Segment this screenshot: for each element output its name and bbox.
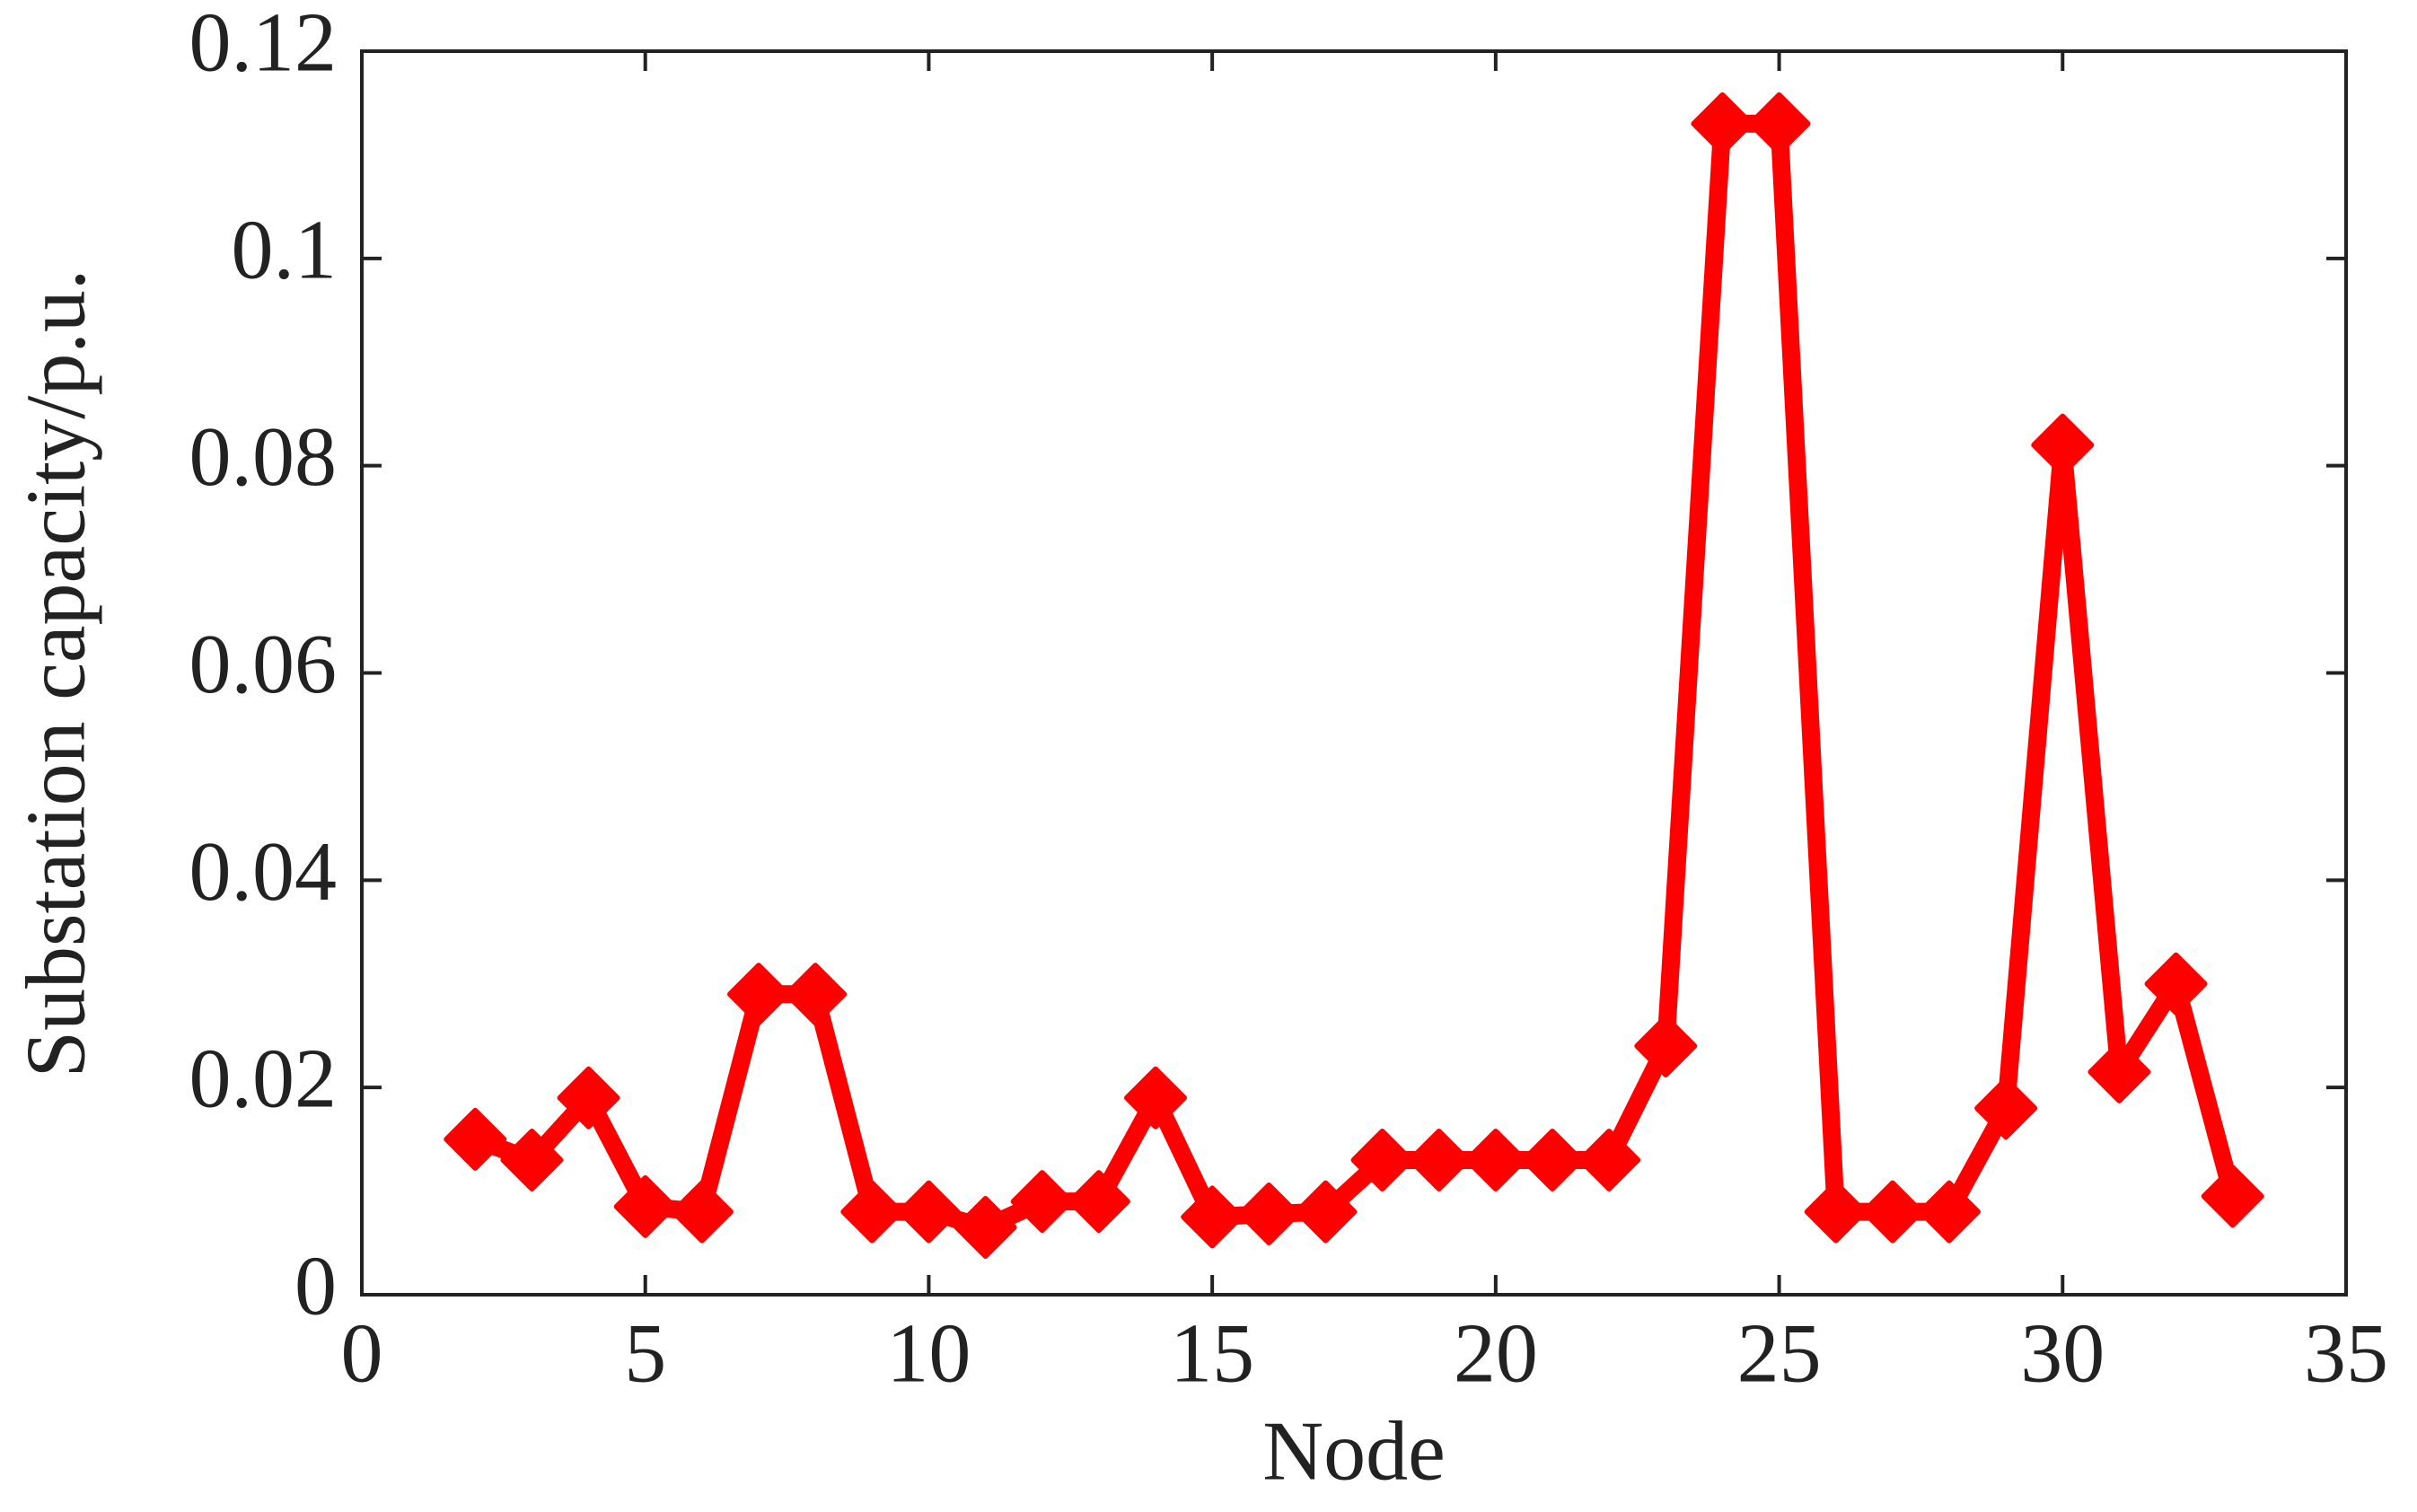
marker — [1974, 1077, 2038, 1140]
marker — [2201, 1165, 2264, 1228]
marker — [1237, 1182, 1301, 1245]
marker — [613, 1174, 677, 1238]
marker — [784, 963, 848, 1026]
marker — [1578, 1128, 1641, 1191]
x-tick-label: 5 — [624, 1307, 666, 1401]
marker — [897, 1180, 961, 1244]
series-line — [471, 114, 2242, 1236]
marker — [500, 1128, 564, 1191]
y-tick-label: 0.08 — [189, 410, 338, 504]
marker — [444, 1107, 507, 1171]
marker — [1521, 1128, 1584, 1191]
marker — [1124, 1066, 1187, 1130]
marker — [670, 1180, 734, 1244]
marker — [1067, 1170, 1130, 1234]
marker — [727, 963, 790, 1026]
x-tick-label: 10 — [886, 1307, 971, 1401]
x-tick-label: 0 — [341, 1307, 383, 1401]
marker — [1918, 1180, 1981, 1244]
x-tick-label: 20 — [1454, 1307, 1538, 1401]
x-tick-label: 30 — [2020, 1307, 2105, 1401]
marker — [2031, 413, 2095, 477]
marker — [840, 1180, 904, 1244]
marker — [2087, 1040, 2151, 1103]
marker — [1350, 1128, 1414, 1191]
marker — [1747, 92, 1811, 155]
y-tick-label: 0.02 — [189, 1033, 338, 1126]
x-tick-label: 35 — [2304, 1307, 2388, 1401]
marker — [1463, 1128, 1527, 1191]
marker — [1804, 1180, 1868, 1244]
marker — [954, 1195, 1017, 1259]
marker — [2144, 952, 2208, 1015]
y-tick-label: 0 — [294, 1240, 337, 1333]
y-tick-label: 0.1 — [232, 203, 338, 296]
y-tick-label: 0.06 — [189, 618, 338, 711]
marker — [1634, 1015, 1698, 1077]
marker — [1691, 92, 1754, 155]
marker — [1860, 1180, 1924, 1244]
y-tick-label: 0.12 — [189, 0, 338, 90]
x-tick-label: 15 — [1170, 1307, 1254, 1401]
y-tick-label: 0.04 — [189, 825, 338, 919]
y-axis-label: Substation capacity/p.u. — [10, 269, 103, 1078]
marker — [1010, 1170, 1074, 1234]
x-tick-label: 25 — [1737, 1307, 1822, 1401]
marker — [1294, 1180, 1358, 1244]
marker — [1407, 1128, 1471, 1191]
marker — [557, 1066, 620, 1130]
marker — [1181, 1185, 1244, 1249]
x-axis-label: Node — [1262, 1405, 1446, 1499]
